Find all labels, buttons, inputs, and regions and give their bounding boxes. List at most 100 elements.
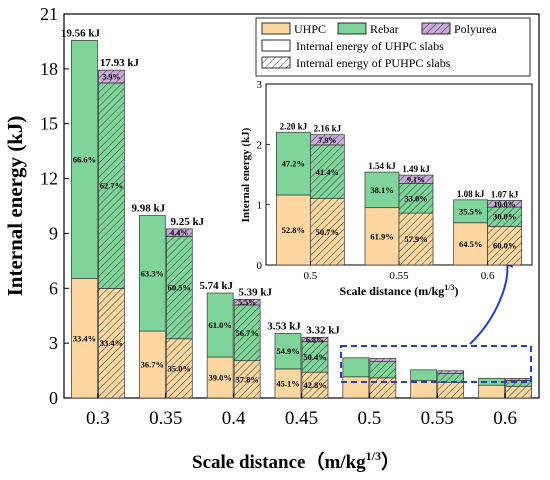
legend-label-rebar: Rebar — [370, 22, 399, 36]
inset-bars — [275, 131, 523, 266]
bar-uhpc-slab-uhpc — [138, 330, 166, 399]
inset-bar-puhpc-slab-rebar-hatch — [399, 183, 433, 214]
y-tick-label: 12 — [40, 169, 58, 189]
x-tick-label: 0.55 — [421, 408, 454, 429]
inset-x-tick-label: 0.6 — [481, 270, 495, 282]
inset-pct-label-uhpc: 60.0% — [493, 241, 516, 251]
legend-swatch-puhpc-slabs — [261, 56, 291, 69]
inset-total-label-uhpc: 1.08 kJ — [457, 189, 485, 199]
bar-puhpc-slab-uhpc-hatch — [98, 288, 125, 398]
inset-pct-label-uhpc: 52.8% — [282, 225, 305, 235]
inset-x-axis: 0.5 0.55 0.6 — [303, 261, 495, 282]
inset-pct-label-rebar: 41.4% — [316, 167, 339, 177]
x-tick-label: 0.6 — [493, 408, 517, 429]
legend-label-uhpc-slabs: Internal energy of UHPC slabs — [296, 39, 444, 53]
pct-label-uhpc: 42.8% — [303, 380, 326, 390]
bar-puhpc-slab-uhpc-hatch — [166, 338, 193, 398]
bar-puhpc-slab-polyurea-hatch — [505, 378, 532, 381]
bar-puhpc-slab-uhpc-hatch — [369, 377, 396, 398]
inset-total-label-uhpc: 1.54 kJ — [368, 161, 396, 171]
bar-puhpc-slab-polyurea-hatch — [166, 228, 193, 237]
pct-label-rebar: 60.5% — [168, 283, 191, 293]
legend-label-polyurea: Polyurea — [454, 22, 497, 36]
pct-label-uhpc: 39.0% — [208, 373, 231, 383]
inset-bar-puhpc-slab-rebar-hatch — [487, 207, 522, 227]
inset-y-axis-label: Internal energy (kJ) — [240, 127, 252, 222]
inset-chart: 0 1 2 3 2.20 kJ 2.16 kJ 52.8% 47.2% 50.7% 41.4% 7… — [240, 79, 533, 298]
bar-puhpc-slab-uhpc-hatch — [505, 386, 532, 398]
x-tick-label: 0.3 — [86, 408, 110, 429]
inset-x-tick-label: 0.5 — [303, 270, 317, 282]
inset-x-tick-label: 0.55 — [389, 270, 409, 282]
inset-pct-label-polyurea: 9.1% — [407, 175, 425, 184]
inset-y-tick-label: 0 — [257, 260, 263, 272]
inset-pct-label-uhpc: 57.9% — [404, 234, 427, 244]
inset-x-axis-label: Scale distance (m/kg1/3) — [340, 283, 459, 298]
inset-bar-uhpc-slab-rebar — [275, 131, 311, 196]
pct-label-uhpc: 37.8% — [235, 374, 258, 384]
inset-bar-uhpc-slab-uhpc — [453, 222, 489, 266]
bar-puhpc-slab-polyurea-hatch — [437, 370, 464, 374]
main-labels: 19.56 kJ 17.93 kJ 33.4% 66.6% 33.4% 62.7% 3.9%… — [61, 27, 340, 390]
bar-puhpc-slab-rebar-hatch — [98, 82, 125, 289]
inset-bar-puhpc-slab-uhpc-hatch — [399, 213, 433, 265]
bar-puhpc-slab-uhpc-hatch — [302, 372, 328, 398]
inset-bar-uhpc-slab-rebar — [364, 171, 400, 209]
bar-uhpc-slab-uhpc — [71, 278, 98, 399]
bar-puhpc-slab-rebar-hatch — [234, 304, 261, 361]
bar-puhpc-slab-rebar-hatch — [369, 361, 396, 378]
total-label-uhpc: 9.98 kJ — [131, 203, 165, 215]
x-tick-label: 0.35 — [149, 408, 182, 429]
y-tick-label: 9 — [49, 223, 58, 243]
y-axis-label: Internal energy (kJ) — [3, 116, 27, 297]
legend: UHPC Rebar Polyurea Internal energy of U… — [255, 17, 531, 77]
inset-pct-label-rebar: 38.1% — [370, 185, 393, 195]
total-label-puhpc: 17.93 kJ — [100, 57, 140, 69]
pct-label-rebar: 63.3% — [141, 268, 164, 278]
bar-uhpc-slab-rebar — [410, 369, 438, 381]
bar-uhpc-slab-uhpc — [410, 380, 438, 399]
pct-label-rebar: 66.6% — [73, 154, 96, 164]
inset-pct-label-rebar: 35.5% — [459, 206, 482, 216]
zoom-highlight-box — [340, 345, 532, 383]
x-tick-label: 0.45 — [285, 408, 318, 429]
y-tick-label: 0 — [49, 388, 58, 408]
inset-y-tick-label: 1 — [257, 200, 263, 212]
inset-pct-label-rebar: 30.0% — [493, 212, 516, 222]
x-tick-label: 0.5 — [357, 408, 381, 429]
pct-label-uhpc: 35.0% — [168, 363, 191, 373]
y-tick-label: 21 — [40, 4, 58, 24]
bar-puhpc-slab-polyurea-hatch — [234, 299, 261, 305]
bar-uhpc-slab-uhpc — [478, 384, 505, 399]
y-tick-label: 18 — [40, 59, 58, 79]
inset-bar-puhpc-slab-uhpc-hatch — [487, 226, 522, 265]
inset-bar-uhpc-slab-uhpc — [275, 194, 311, 266]
total-label-uhpc: 3.53 kJ — [267, 320, 301, 332]
inset-labels: 2.20 kJ 2.16 kJ 52.8% 47.2% 50.7% 41.4% 7.9% 1.… — [280, 121, 519, 250]
inset-total-label-uhpc: 2.20 kJ — [280, 121, 308, 131]
inset-pct-label-uhpc: 61.9% — [370, 231, 393, 241]
total-label-puhpc: 9.25 kJ — [170, 216, 204, 228]
legend-swatch-uhpc — [261, 22, 291, 35]
pct-label-uhpc: 33.4% — [73, 333, 96, 343]
pct-label-polyurea: 3.9% — [102, 73, 120, 82]
x-axis-label: Scale distance（m/kg1/3） — [192, 449, 400, 473]
inset-bar-puhpc-slab-polyurea-hatch — [310, 134, 345, 145]
x-tick-label: 0.4 — [222, 408, 246, 429]
inset-pct-label-rebar: 47.2% — [282, 159, 305, 169]
bar-puhpc-slab-polyurea-hatch — [369, 358, 396, 362]
inset-pct-label-uhpc: 64.5% — [459, 239, 482, 249]
y-tick-label: 15 — [40, 114, 58, 134]
y-axis: 0 3 6 9 12 15 18 21 — [40, 4, 69, 408]
pct-label-rebar: 50.4% — [303, 352, 326, 362]
legend-swatch-rebar — [337, 22, 367, 35]
legend-swatch-uhpc-slabs — [261, 39, 291, 52]
bar-uhpc-slab-rebar — [274, 333, 302, 370]
pct-label-uhpc: 36.7% — [141, 360, 164, 370]
bar-puhpc-slab-rebar-hatch — [437, 373, 464, 383]
pct-label-rebar: 61.0% — [208, 320, 231, 330]
inset-bar-uhpc-slab-uhpc — [364, 207, 400, 266]
bar-puhpc-slab-uhpc-hatch — [437, 382, 464, 398]
inset-pct-label-rebar: 33.0% — [404, 193, 427, 203]
